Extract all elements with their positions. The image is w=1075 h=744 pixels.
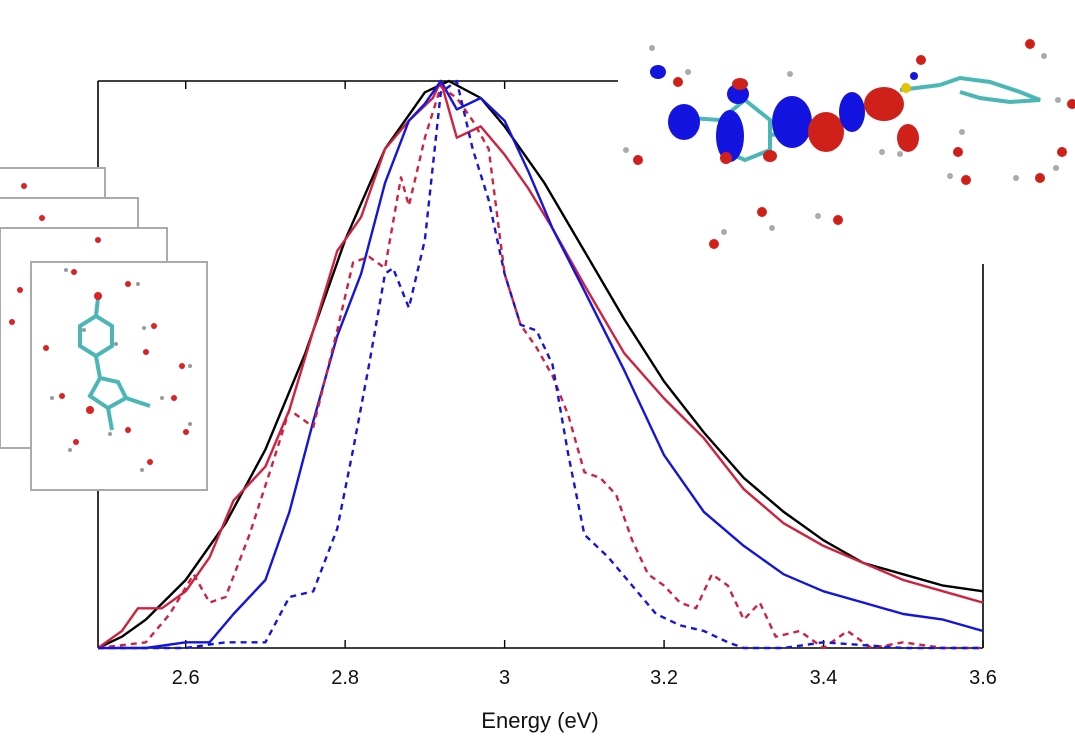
orbital-inset-background <box>618 28 1075 264</box>
orbital-hydrogens <box>623 45 1061 235</box>
orbital-density-inset <box>618 28 1075 264</box>
x-tick-label: 3.2 <box>650 667 678 689</box>
series-line-4 <box>97 85 983 650</box>
x-tick-label: 3.6 <box>969 667 997 689</box>
series-line-2 <box>97 79 984 649</box>
snapshot-stack-inset <box>0 167 208 491</box>
x-tick-label: 3 <box>499 667 510 689</box>
molecule-image <box>78 297 151 431</box>
orbital-water-oxygens <box>633 39 1075 249</box>
snapshot-frame-front <box>30 261 208 491</box>
orbital-lobes <box>650 65 919 164</box>
x-tick-label: 3.4 <box>810 667 838 689</box>
x-tick-label: 2.8 <box>331 667 359 689</box>
series-line-5 <box>98 79 983 650</box>
series-lines <box>97 79 984 650</box>
series-line-1 <box>97 79 984 650</box>
orbital-sulfur <box>901 72 918 93</box>
hydrogen-atoms <box>50 268 192 472</box>
series-line-3 <box>98 79 984 650</box>
x-axis-title: Energy (eV) <box>481 708 598 733</box>
x-tick-label: 2.6 <box>172 667 200 689</box>
water-molecules <box>9 183 189 465</box>
